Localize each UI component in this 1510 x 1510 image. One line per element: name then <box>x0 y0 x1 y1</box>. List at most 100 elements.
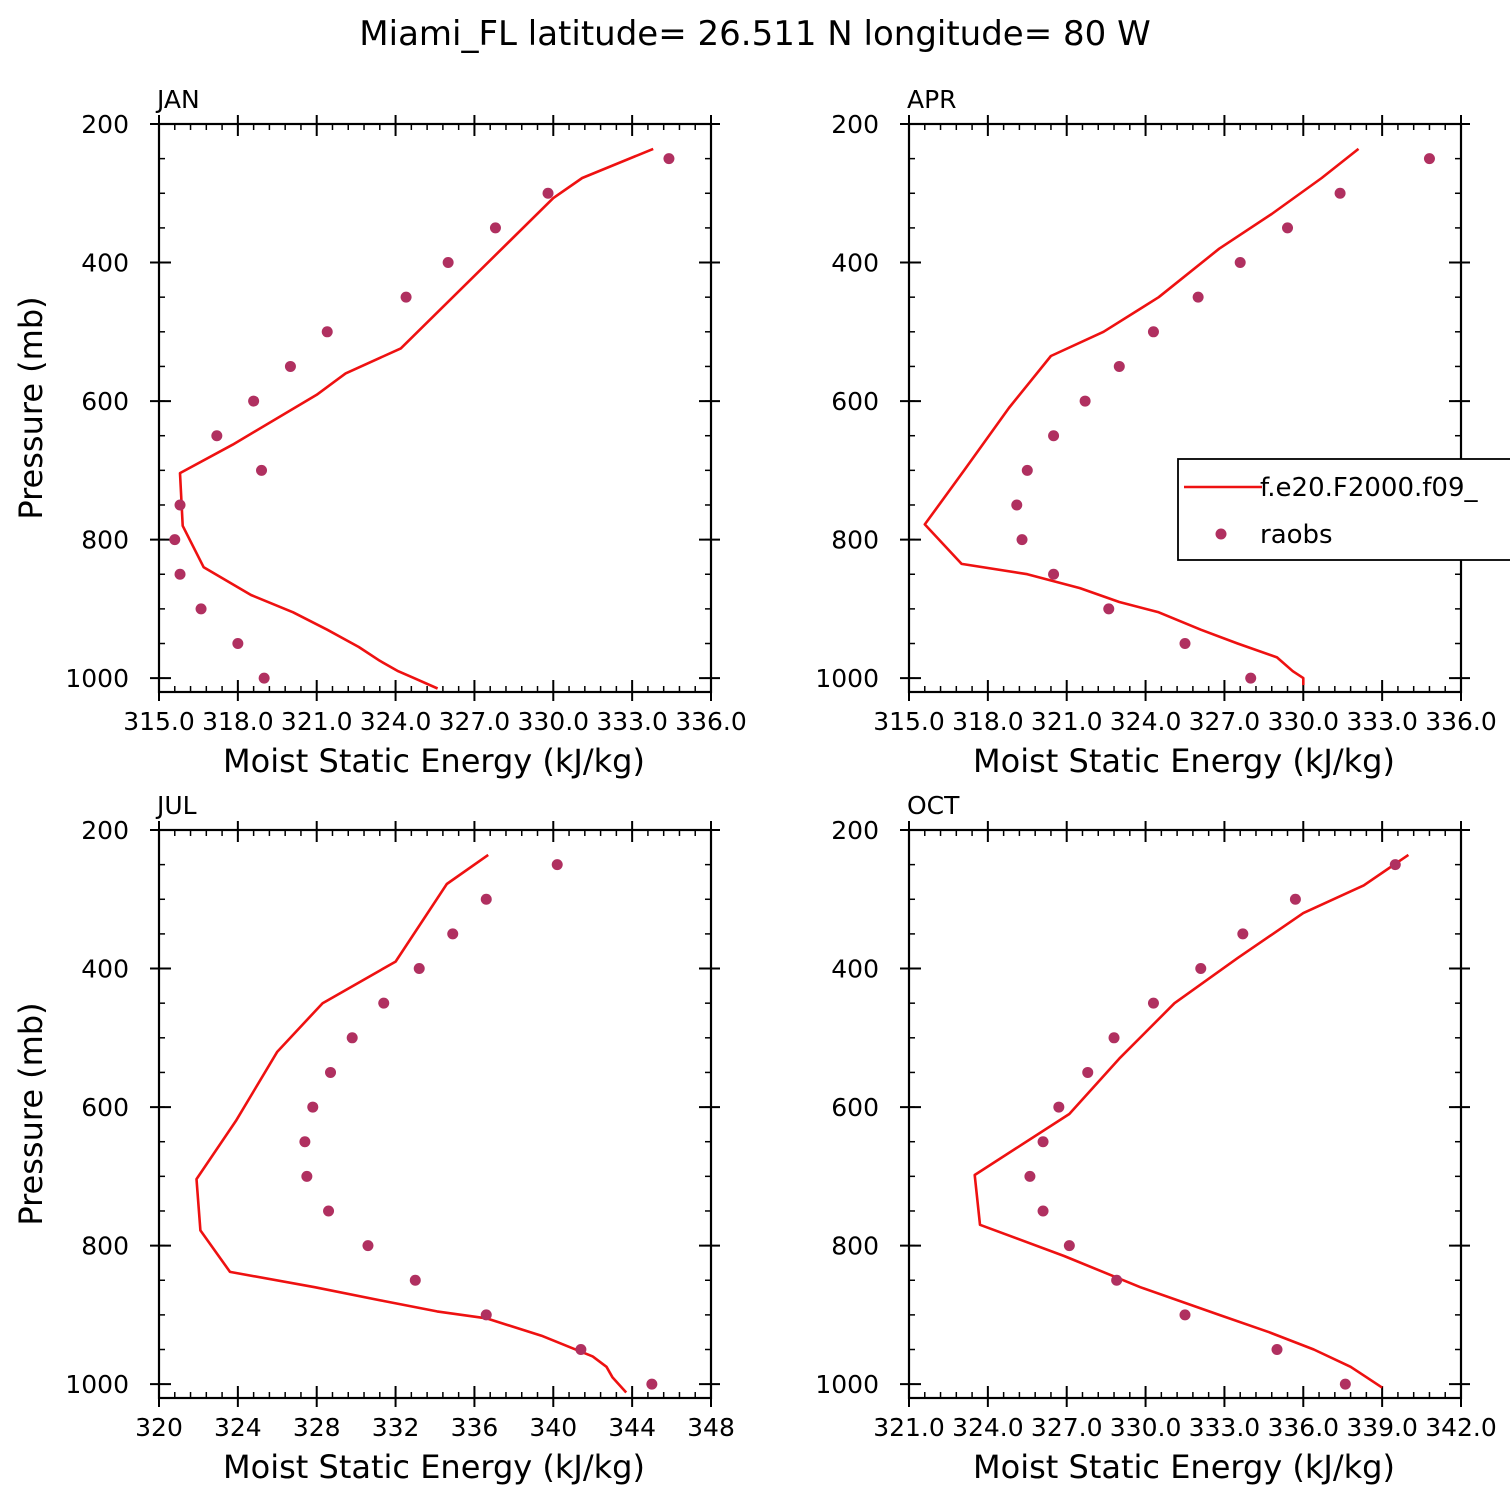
x-tick-label: 336.0 <box>1425 707 1497 736</box>
y-tick-label: 1000 <box>65 664 129 693</box>
model-series-line <box>178 147 654 690</box>
x-tick-label: 324.0 <box>1110 707 1182 736</box>
y-tick-label: 400 <box>831 955 879 984</box>
plot-frame <box>157 828 713 1400</box>
y-axis-label: Pressure (mb) <box>12 1002 50 1225</box>
raobs-point <box>256 464 268 476</box>
y-tick-label: 1000 <box>815 1370 879 1399</box>
x-tick-label: 336.0 <box>675 707 747 736</box>
x-axis-ticks: 315.0 318.0 321.0 324.0 327.0 330.0 333.0 336.0 <box>873 115 1497 736</box>
x-axis-label: Moist Static Energy (kJ/kg) <box>223 1448 645 1486</box>
legend: f.e20.F2000.f09_raobs <box>1177 458 1510 561</box>
y-tick-label: 1000 <box>815 664 879 693</box>
raobs-point <box>1339 1378 1351 1390</box>
y-tick-label: 800 <box>81 1232 129 1261</box>
raobs-point <box>1423 153 1435 165</box>
y-tick-label: 400 <box>831 249 879 278</box>
raobs-point <box>1053 1101 1065 1113</box>
x-tick-label: 324 <box>214 1413 262 1442</box>
raobs-point <box>1282 222 1294 234</box>
raobs-point <box>1082 1066 1094 1078</box>
raobs-point <box>1103 603 1115 615</box>
raobs-series <box>1011 153 1435 684</box>
y-tick-label: 400 <box>81 249 129 278</box>
raobs-point <box>1179 1309 1191 1321</box>
raobs-point <box>646 1378 658 1390</box>
y-tick-label: 600 <box>831 1093 879 1122</box>
x-tick-label: 339.0 <box>1346 1413 1418 1442</box>
raobs-series <box>1024 859 1401 1390</box>
x-axis-ticks: 320 324 328 332 336 340 344 348 <box>135 821 735 1442</box>
raobs-point <box>232 638 244 650</box>
y-tick-label: 200 <box>831 110 879 139</box>
x-tick-label: 344 <box>608 1413 656 1442</box>
raobs-point <box>1079 395 1091 407</box>
model-series-line <box>195 853 628 1394</box>
raobs-point <box>195 603 207 615</box>
raobs-point <box>413 963 425 975</box>
legend-marker-swatch <box>1215 528 1227 540</box>
x-axis-label: Moist Static Energy (kJ/kg) <box>223 742 645 780</box>
raobs-point <box>323 1205 335 1217</box>
x-tick-label: 333.0 <box>1189 1413 1261 1442</box>
y-tick-label: 200 <box>81 110 129 139</box>
panel-label: JUL <box>155 791 197 820</box>
raobs-point <box>1147 326 1159 338</box>
raobs-point <box>1389 859 1401 871</box>
x-tick-label: 327.0 <box>1189 707 1261 736</box>
x-tick-label: 327.0 <box>439 707 511 736</box>
raobs-point <box>542 187 554 199</box>
y-axis-ticks: 200 400 600 800 1000 <box>65 816 720 1399</box>
raobs-point <box>551 859 563 871</box>
raobs-point <box>174 499 186 511</box>
x-tick-label: 327.0 <box>1031 1413 1103 1442</box>
x-tick-label: 336.0 <box>1267 1413 1339 1442</box>
raobs-point <box>362 1240 374 1252</box>
x-tick-label: 330.0 <box>1267 707 1339 736</box>
x-tick-label: 324.0 <box>360 707 432 736</box>
raobs-point <box>1234 257 1246 269</box>
x-axis-ticks: 321.0 324.0 327.0 330.0 333.0 336.0 339.0 342.0 <box>873 821 1497 1442</box>
raobs-point <box>1037 1136 1049 1148</box>
raobs-point <box>1111 1274 1123 1286</box>
raobs-point <box>1037 1205 1049 1217</box>
x-tick-label: 321.0 <box>873 1413 945 1442</box>
y-tick-label: 600 <box>81 1093 129 1122</box>
model-series-line <box>973 853 1410 1389</box>
y-tick-label: 600 <box>81 387 129 416</box>
raobs-point <box>1011 499 1023 511</box>
x-tick-label: 340 <box>529 1413 577 1442</box>
raobs-point <box>169 534 181 546</box>
y-tick-label: 400 <box>81 955 129 984</box>
raobs-point <box>1334 187 1346 199</box>
x-tick-label: 315.0 <box>123 707 195 736</box>
y-tick-label: 200 <box>81 816 129 845</box>
raobs-point <box>1195 963 1207 975</box>
x-tick-label: 332 <box>372 1413 420 1442</box>
raobs-point <box>1245 672 1257 684</box>
raobs-point <box>1179 638 1191 650</box>
raobs-point <box>1237 928 1249 940</box>
raobs-point <box>211 430 223 442</box>
raobs-point <box>1192 291 1204 303</box>
y-tick-label: 800 <box>831 1232 879 1261</box>
x-tick-label: 321.0 <box>281 707 353 736</box>
x-tick-label: 333.0 <box>1346 707 1418 736</box>
x-tick-label: 342.0 <box>1425 1413 1497 1442</box>
legend-entry-label: raobs <box>1260 520 1333 550</box>
y-axis-ticks: 200 400 600 800 1000 <box>65 110 720 693</box>
plot-frame <box>157 122 713 694</box>
y-axis-ticks: 200 400 600 800 1000 <box>815 110 1470 693</box>
raobs-point <box>480 893 492 905</box>
raobs-point <box>1271 1344 1283 1356</box>
raobs-point <box>299 1136 311 1148</box>
raobs-point <box>663 153 675 165</box>
raobs-point <box>480 1309 492 1321</box>
x-axis-label: Moist Static Energy (kJ/kg) <box>973 742 1395 780</box>
raobs-point <box>447 928 459 940</box>
